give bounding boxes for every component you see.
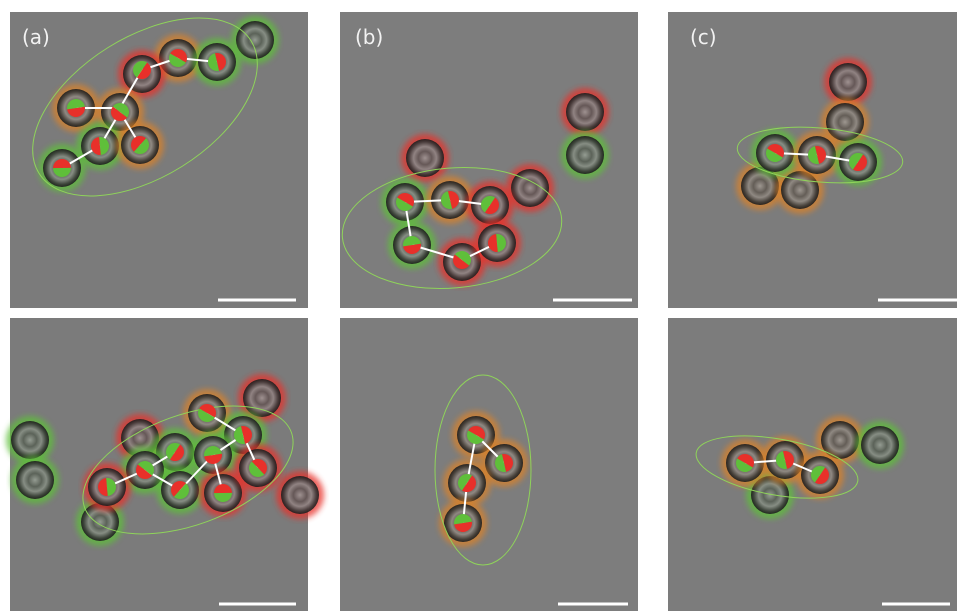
panel-label: (b) <box>355 25 383 49</box>
cell <box>826 103 864 141</box>
cell <box>281 476 319 514</box>
cell <box>243 379 281 417</box>
figure: (a) (b) (c) <box>0 0 957 611</box>
cell <box>829 63 867 101</box>
panel-label: (c) <box>690 25 717 49</box>
cell <box>566 93 604 131</box>
cell <box>16 461 54 499</box>
cell <box>11 421 49 459</box>
cell <box>566 136 604 174</box>
cell <box>236 21 274 59</box>
panel-label: (a) <box>22 25 50 49</box>
cell <box>861 426 899 464</box>
cell <box>511 169 549 207</box>
